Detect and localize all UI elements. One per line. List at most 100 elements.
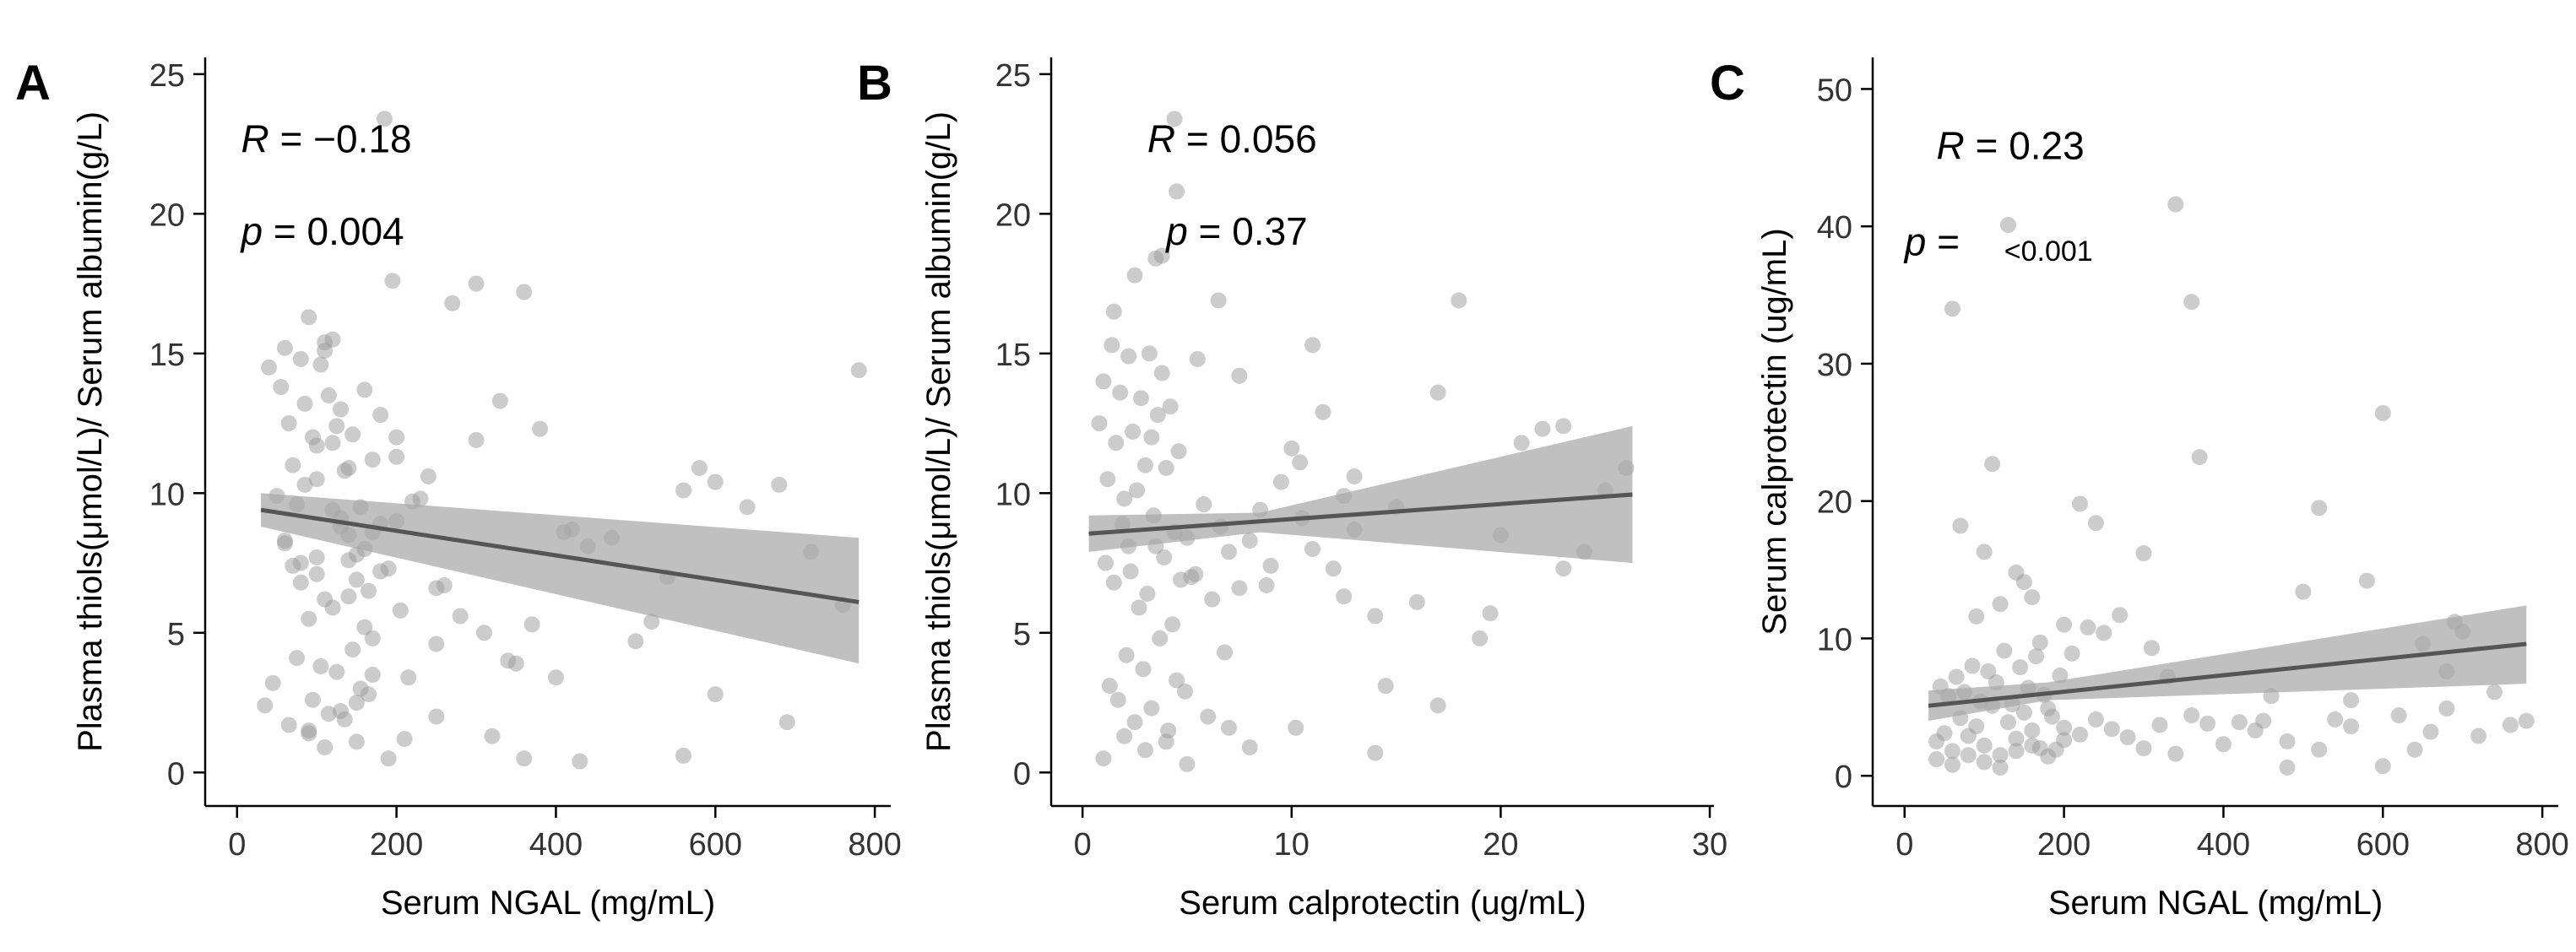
scatter-point (348, 733, 365, 750)
stat-p-symbol: p (1903, 219, 1927, 263)
scatter-point (2183, 294, 2200, 311)
scatter-point (2024, 722, 2041, 738)
scatter-point (1136, 742, 1153, 759)
scatter-point (1112, 384, 1129, 401)
scatter-point (292, 574, 309, 591)
scatter-point (1231, 580, 1248, 597)
scatter-point (2295, 583, 2312, 600)
x-axis-title: Serum NGAL (mg/mL) (2048, 884, 2383, 922)
scatter-point (507, 655, 524, 672)
scatter-point (1241, 738, 1258, 755)
x-tick-label: 30 (1692, 827, 1727, 863)
scatter-point (2015, 574, 2032, 591)
y-tick-label: 15 (995, 338, 1031, 373)
scatter-point (2311, 500, 2328, 517)
scatter-point (1451, 292, 1467, 309)
y-tick-label: 10 (149, 477, 185, 512)
scatter-point (344, 426, 361, 443)
scatter-point (1315, 403, 1331, 420)
scatter-point (1210, 292, 1227, 309)
scatter-point (1132, 390, 1149, 407)
scatter-point (1429, 384, 1446, 401)
y-tick-label: 10 (1817, 622, 1852, 657)
y-tick-label: 0 (1835, 760, 1852, 795)
scatter-point (1183, 569, 1200, 586)
y-tick-label: 25 (149, 58, 185, 94)
y-tick-label: 10 (995, 477, 1031, 512)
x-tick-label: 10 (1274, 827, 1310, 863)
stat-p-label: p = 0.004 (239, 209, 404, 253)
scatter-point (2191, 449, 2208, 466)
scatter-point (1099, 471, 1116, 488)
scatter-point (333, 702, 350, 719)
scatter-point (289, 650, 306, 667)
scatter-point (2406, 741, 2423, 758)
scatter-point (333, 401, 350, 418)
stat-r-symbol: R (241, 117, 268, 161)
scatter-point (2311, 741, 2328, 758)
scatter-point (388, 448, 405, 465)
scatter-point (308, 549, 325, 565)
stat-r-label: R = 0.23 (1937, 123, 2085, 167)
scatter-point (428, 580, 445, 597)
regression-line (1928, 641, 2527, 708)
y-tick-label: 5 (167, 617, 185, 652)
scatter-point (1166, 111, 1183, 127)
scatter-point (643, 614, 660, 630)
scatter-point (523, 616, 540, 633)
scatter-point (344, 641, 361, 658)
scatter-point (2143, 640, 2160, 657)
scatter-point (428, 636, 445, 652)
scatter-point (1141, 345, 1158, 362)
scatter-point (364, 452, 381, 468)
scatter-point (392, 602, 409, 619)
scatter-point (1170, 443, 1187, 460)
scatter-point (1091, 415, 1108, 432)
scatter-point (1122, 563, 1139, 580)
scatter-point (1220, 544, 1237, 560)
scatter-point (328, 663, 345, 680)
scatter-point (2064, 645, 2080, 662)
scatter-point (1936, 725, 1953, 742)
scatter-point (1960, 747, 1977, 764)
stat-r-label: R = 0.056 (1147, 117, 1317, 161)
panel-label: B (857, 56, 892, 111)
scatter-point (400, 669, 417, 686)
scatter-point (1164, 616, 1181, 633)
scatter-point (516, 284, 533, 300)
y-tick-label: 20 (995, 197, 1031, 233)
scatter-point (1143, 700, 1160, 717)
scatter-point (296, 395, 313, 412)
scatter-point (1116, 490, 1133, 507)
scatter-point (1129, 482, 1146, 499)
scatter-point (1944, 743, 1960, 760)
scatter-point (364, 630, 381, 646)
scatter-point (396, 731, 413, 748)
scatter-point (2096, 625, 2112, 641)
scatter-point (1992, 596, 2009, 613)
scatter-point (1992, 759, 2009, 776)
scatter-point (2040, 748, 2057, 765)
scatter-point (2071, 495, 2088, 512)
scatter-point (412, 490, 429, 507)
scatter-point (532, 420, 549, 437)
scatter-point (2024, 589, 2041, 606)
scatter-point (2008, 743, 2025, 760)
scatter-point (475, 625, 492, 641)
scatter-point (340, 588, 357, 605)
stat-p-symbol: p (239, 209, 263, 253)
scatter-point (2112, 607, 2129, 624)
scatter-point (1135, 661, 1152, 678)
scatter-point (1555, 560, 1572, 577)
scatter-point (2052, 667, 2069, 684)
x-tick-label: 600 (689, 827, 742, 863)
scatter-point (2199, 715, 2216, 732)
scatter-point (1126, 714, 1143, 731)
scatter-point (328, 418, 345, 435)
y-tick-label: 30 (1817, 348, 1852, 383)
scatter-point (1408, 593, 1425, 610)
scatter-point (1377, 678, 1394, 695)
panel-b: B 0 5 10 15 20 25 0 10 20 30 Serum calprotectin (ug… (857, 56, 1727, 922)
y-tick-label: 50 (1817, 73, 1852, 108)
x-axis-title: Serum calprotectin (ug/mL) (1179, 884, 1586, 922)
